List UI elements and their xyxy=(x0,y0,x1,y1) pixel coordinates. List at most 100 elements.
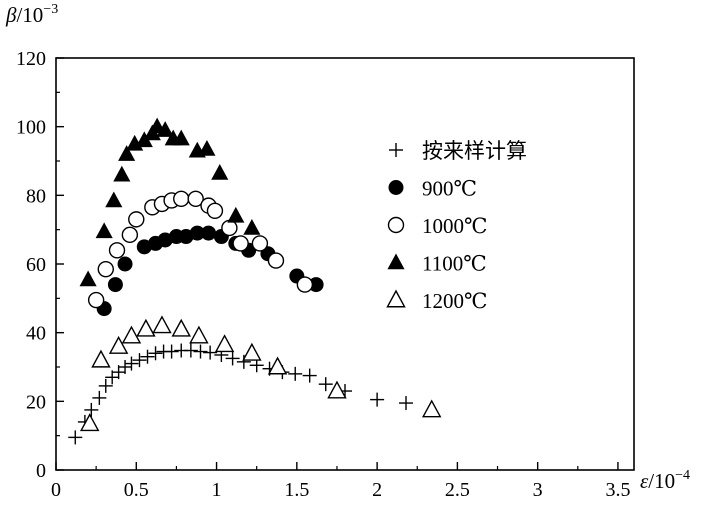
data-point xyxy=(164,344,179,359)
data-point xyxy=(79,270,97,287)
y-tick-label: 20 xyxy=(26,391,46,413)
circle xyxy=(296,276,314,293)
series-2 xyxy=(96,225,324,317)
legend-label: 1200℃ xyxy=(422,289,488,313)
data-point xyxy=(201,225,217,241)
data-point xyxy=(198,139,216,156)
triangle xyxy=(198,139,216,156)
legend-item: 1000℃ xyxy=(387,214,488,238)
triangle xyxy=(152,315,172,334)
circle xyxy=(201,225,217,241)
plot-frame xyxy=(55,57,635,471)
data-point xyxy=(152,315,172,334)
y-tick-label: 0 xyxy=(36,460,46,482)
data-point xyxy=(108,335,129,354)
data-point xyxy=(227,206,245,223)
data-point xyxy=(232,235,249,252)
legend-marker xyxy=(387,253,405,270)
y-axis-symbol: β xyxy=(5,3,17,27)
legend-marker xyxy=(386,289,406,308)
circle xyxy=(97,260,114,278)
data-point xyxy=(135,131,153,148)
triangle xyxy=(242,342,262,361)
triangle xyxy=(113,165,131,182)
data-point xyxy=(308,277,324,293)
legend-item: 按来样计算 xyxy=(389,139,527,163)
data-point xyxy=(92,390,107,405)
data-point xyxy=(95,222,113,239)
series-5 xyxy=(79,315,442,432)
data-point xyxy=(97,260,114,278)
data-point xyxy=(421,399,442,418)
data-point xyxy=(91,349,111,368)
data-point xyxy=(124,356,139,371)
y-tick-label: 120 xyxy=(16,48,46,70)
circle xyxy=(187,190,204,207)
x-tick-label: 0.5 xyxy=(124,479,149,501)
legend-item: 1200℃ xyxy=(386,289,488,313)
y-tick-label: 40 xyxy=(26,323,46,345)
data-point xyxy=(243,218,261,235)
data-point xyxy=(288,366,303,381)
series-3 xyxy=(87,190,314,309)
data-point xyxy=(172,129,190,146)
data-point xyxy=(105,191,123,208)
data-point xyxy=(183,343,198,358)
x-tick-label: 1.5 xyxy=(284,479,309,501)
legend-marker xyxy=(389,143,403,157)
triangle xyxy=(79,270,97,287)
triangle xyxy=(189,325,209,344)
triangle xyxy=(172,129,190,146)
data-point xyxy=(136,318,156,337)
triangle xyxy=(387,253,405,270)
x-tick-label: 3.5 xyxy=(605,479,630,501)
data-point xyxy=(211,164,229,180)
y-tick-label: 100 xyxy=(16,117,46,139)
triangle xyxy=(118,145,136,161)
data-point xyxy=(399,396,414,411)
circle xyxy=(107,277,123,293)
triangle xyxy=(421,399,442,418)
triangle xyxy=(95,222,113,239)
data-point xyxy=(214,334,235,353)
data-point xyxy=(121,226,139,244)
data-point xyxy=(203,345,218,360)
triangle xyxy=(243,218,261,235)
triangle xyxy=(211,164,229,180)
circle xyxy=(128,211,145,228)
data-point xyxy=(302,368,317,383)
data-point xyxy=(79,413,100,432)
circle xyxy=(267,252,285,269)
legend-label: 900℃ xyxy=(422,177,477,201)
data-point xyxy=(121,325,142,344)
x-tick-label: 3 xyxy=(533,479,543,501)
legend-label: 1000℃ xyxy=(422,214,488,238)
data-point xyxy=(251,235,269,252)
triangle xyxy=(267,356,288,375)
data-point xyxy=(327,380,347,399)
triangle xyxy=(327,380,347,399)
triangle xyxy=(227,206,245,223)
data-point xyxy=(318,377,333,392)
data-point xyxy=(140,349,155,364)
data-point xyxy=(236,354,251,369)
legend-marker xyxy=(387,216,405,234)
legend-item: 900℃ xyxy=(388,177,477,201)
triangle xyxy=(156,121,174,137)
data-point xyxy=(225,351,240,366)
triangle xyxy=(108,335,129,354)
legend: 按来样计算 900℃ 1000℃ 1100℃ 1200℃ xyxy=(386,139,527,313)
data-point xyxy=(296,276,314,293)
circle xyxy=(221,219,238,237)
data-point xyxy=(189,325,209,344)
data-point xyxy=(187,190,204,207)
triangle xyxy=(91,349,111,368)
circle xyxy=(387,216,405,234)
series-4 xyxy=(79,117,261,287)
circle xyxy=(189,225,205,241)
triangle xyxy=(121,325,142,344)
circle xyxy=(388,180,404,195)
data-point xyxy=(221,219,238,237)
y-axis-label-exp: −3 xyxy=(43,2,58,17)
circle xyxy=(117,256,133,272)
